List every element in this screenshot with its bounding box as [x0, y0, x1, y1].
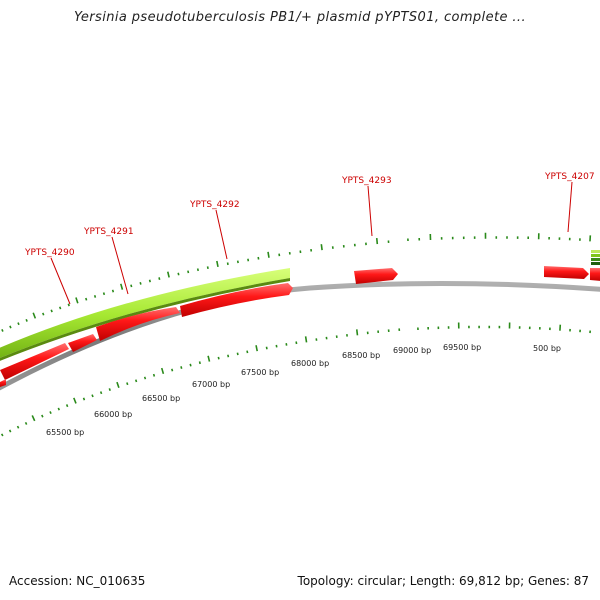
bp-label: 69500 bp	[443, 343, 481, 352]
gene-label-ypts-4291[interactable]: YPTS_4291	[83, 227, 134, 237]
bp-label: 68000 bp	[291, 359, 329, 368]
tick-mark	[31, 415, 36, 422]
tick-mark	[216, 260, 219, 268]
tick-mark	[116, 381, 120, 389]
tick-mark	[102, 292, 106, 296]
tick-mark	[130, 284, 133, 288]
tick-mark	[57, 407, 61, 411]
gene-arrow[interactable]	[0, 343, 69, 380]
tick-mark	[126, 382, 129, 386]
bp-label: 65500 bp	[46, 428, 84, 437]
tick-mark	[93, 294, 97, 298]
feature-band	[0, 268, 290, 358]
gene-arrow[interactable]	[96, 307, 180, 341]
bp-label: 500 bp	[533, 344, 561, 353]
tick-mark	[0, 433, 4, 437]
tick-mark	[171, 368, 174, 372]
tick-mark	[17, 322, 20, 326]
tick-mark	[65, 404, 69, 408]
tick-mark	[25, 318, 28, 322]
tick-mark	[111, 289, 115, 293]
tick-mark	[160, 367, 165, 375]
tick-mark	[139, 281, 142, 285]
tick-mark	[304, 336, 308, 343]
tick-mark	[82, 397, 86, 401]
tick-mark	[85, 297, 88, 301]
tick-mark	[246, 350, 249, 354]
tick-mark	[267, 251, 270, 258]
outer-tick-ring	[1, 232, 592, 332]
tick-mark	[58, 306, 62, 310]
tick-mark	[320, 244, 323, 251]
tick-mark	[134, 379, 138, 383]
accession-text: Accession: NC_010635	[9, 574, 146, 588]
gene-arrows	[0, 266, 600, 387]
tick-mark	[91, 394, 94, 398]
tick-mark	[50, 309, 53, 313]
topology-summary: Topology: circular; Length: 69,812 bp; G…	[297, 574, 589, 588]
gene-label-ypts-4293[interactable]: YPTS_4293	[341, 176, 392, 186]
tick-mark	[8, 429, 12, 433]
tick-mark	[180, 366, 183, 369]
tick-mark	[16, 425, 20, 429]
bp-label: 66000 bp	[94, 410, 132, 419]
gene-label-ypts-4292[interactable]: YPTS_4292	[189, 200, 240, 210]
tick-mark	[355, 329, 359, 336]
gene-arrow[interactable]	[68, 334, 97, 352]
tick-mark	[41, 414, 44, 418]
tick-mark	[99, 391, 103, 395]
tick-mark	[255, 345, 259, 352]
gene-leaders	[50, 181, 573, 305]
map-title: Yersinia pseudotuberculosis PB1/+ plasmi…	[73, 10, 526, 25]
gene-arrow[interactable]	[354, 268, 398, 284]
backbone-arc	[0, 280, 600, 391]
tick-mark	[148, 279, 151, 283]
tick-mark	[75, 297, 79, 304]
tick-mark	[189, 363, 192, 367]
bp-label: 69000 bp	[393, 346, 431, 355]
gene-labels: YPTS_4290 YPTS_4291 YPTS_4292 YPTS_4293 …	[24, 172, 595, 258]
tick-mark	[158, 277, 161, 280]
tick-mark	[108, 388, 111, 392]
tick-mark	[24, 421, 28, 425]
inner-tick-ring	[0, 322, 592, 437]
tick-mark	[120, 283, 124, 290]
gene-arrow[interactable]	[590, 268, 600, 281]
tick-mark	[207, 355, 211, 362]
tick-mark	[217, 356, 220, 360]
tick-mark	[375, 237, 379, 245]
bp-label: 66500 bp	[142, 394, 180, 403]
tick-mark	[177, 272, 180, 276]
tick-mark	[42, 312, 45, 316]
feature-stack	[591, 250, 600, 265]
gene-arrow[interactable]	[180, 283, 293, 317]
gene-arrow[interactable]	[544, 266, 589, 279]
tick-mark	[1, 328, 4, 332]
tick-mark	[73, 397, 77, 404]
tick-mark	[196, 268, 199, 272]
tick-mark	[206, 266, 209, 270]
tick-mark	[49, 411, 52, 415]
tick-mark	[227, 354, 230, 358]
gene-label-ypts-4290[interactable]: YPTS_4290	[24, 248, 75, 258]
tick-mark	[32, 312, 37, 319]
tick-mark	[198, 361, 201, 365]
tick-mark	[67, 303, 70, 307]
bp-label: 68500 bp	[342, 351, 380, 360]
bp-label: 67000 bp	[192, 380, 230, 389]
bp-label: 67500 bp	[241, 368, 279, 377]
tick-mark	[143, 376, 147, 380]
bp-labels: 65500 bp 66000 bp 66500 bp 67000 bp 6750…	[46, 343, 561, 437]
tick-mark	[152, 373, 156, 377]
tick-mark	[166, 271, 170, 278]
tick-mark	[236, 352, 239, 356]
tick-mark	[9, 325, 12, 329]
tick-mark	[187, 270, 190, 274]
gene-arrow-stub[interactable]	[0, 379, 6, 387]
gene-label-ypts-4207[interactable]: YPTS_4207	[544, 172, 595, 182]
